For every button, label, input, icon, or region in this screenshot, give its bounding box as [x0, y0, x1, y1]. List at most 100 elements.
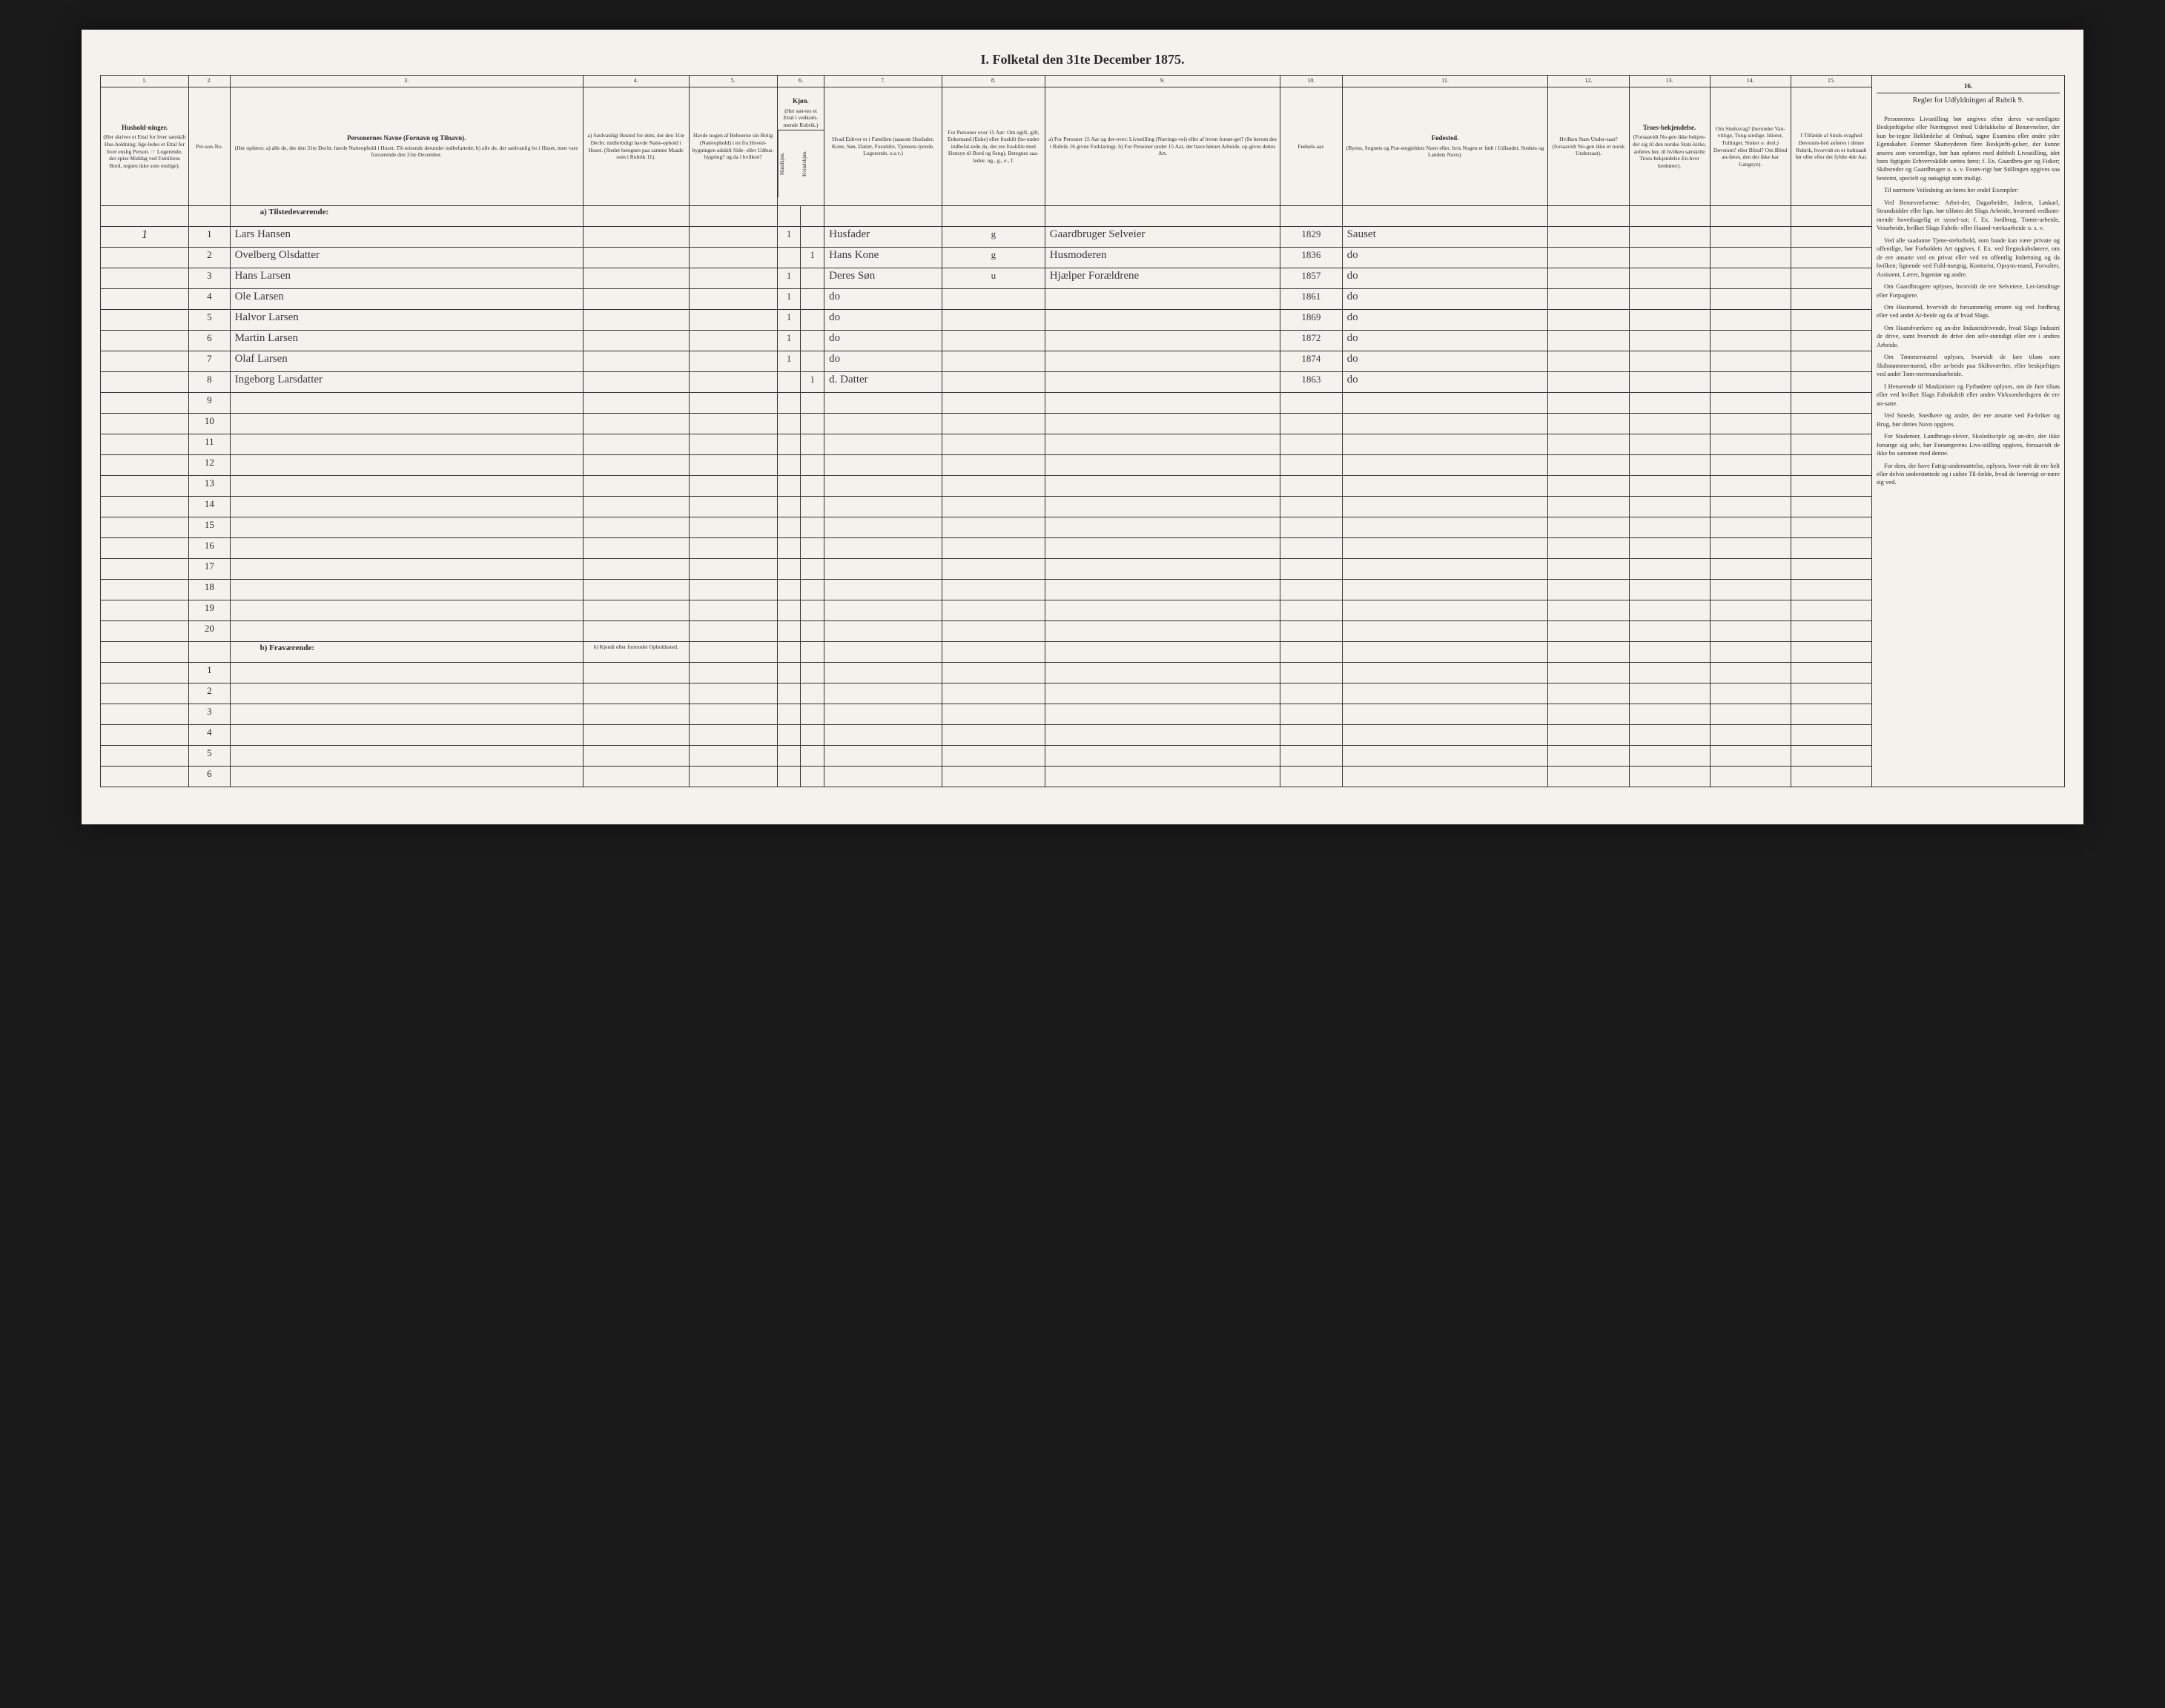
table-row-blank: 4	[101, 725, 1872, 746]
table-row-blank: 20	[101, 621, 1872, 642]
person-num: 6	[189, 767, 231, 787]
section-a-label: a) Tilstedeværende:	[230, 206, 583, 227]
cell-citizenship	[1548, 372, 1629, 393]
colnum-14: 14.	[1710, 76, 1791, 87]
cell-occupation	[1045, 351, 1280, 372]
colnum-16: 16.	[1877, 82, 2060, 93]
cell-sex-m: 1	[777, 289, 801, 310]
cell-occupation: Husmoderen	[1045, 248, 1280, 268]
notes-header: Regler for Udfyldningen af Rubrik 9.	[1877, 96, 2060, 110]
cell-birthplace: do	[1342, 351, 1548, 372]
notes-p9: I Henseende til Maskinister og Fyrbødere…	[1877, 383, 2060, 408]
header-6: Kjøn. (Her sæt-tes et Ettal i vedkom-men…	[777, 87, 824, 206]
header-8: For Personer over 15 Aar: Om ugift, gift…	[942, 87, 1045, 206]
header-2: Per-son-No.	[189, 87, 231, 206]
rows-a-blank: 91011121314151617181920	[101, 393, 1872, 642]
column-headers-row: Hushold-ninger. (Her skrives et Ettal fo…	[101, 87, 1872, 206]
notes-p7: Om Haandværkere og an-dre Industridriven…	[1877, 324, 2060, 349]
cell-disability-age	[1791, 372, 1871, 393]
cell-occupation	[1045, 331, 1280, 351]
table-row: 8Ingeborg Larsdatter1d. Datter1863do	[101, 372, 1872, 393]
cell-birthyear: 1869	[1280, 310, 1342, 331]
household-num	[101, 248, 189, 268]
cell-civil-status	[942, 331, 1045, 351]
table-row-blank: 17	[101, 559, 1872, 580]
person-num: 11	[189, 434, 231, 455]
person-num: 17	[189, 559, 231, 580]
person-num: 14	[189, 497, 231, 517]
table-row: 2Ovelberg Olsdatter1Hans KonegHusmoderen…	[101, 248, 1872, 268]
cell-disability-age	[1791, 331, 1871, 351]
cell-family-rel: d. Datter	[824, 372, 942, 393]
cell-citizenship	[1548, 227, 1629, 248]
cell-disability	[1710, 310, 1791, 331]
cell-sex-f	[801, 310, 824, 331]
cell-sex-m: 1	[777, 268, 801, 289]
cell-outbuilding	[689, 289, 777, 310]
table-row-blank: 14	[101, 497, 1872, 517]
cell-faith	[1629, 310, 1710, 331]
colnum-3: 3.	[230, 76, 583, 87]
person-name: Martin Larsen	[230, 331, 583, 351]
cell-birthyear: 1863	[1280, 372, 1342, 393]
person-num: 12	[189, 455, 231, 476]
table-row: 6Martin Larsen1do1872do	[101, 331, 1872, 351]
cell-sex-f: 1	[801, 372, 824, 393]
cell-birthplace: do	[1342, 310, 1548, 331]
notes-p1: Personernes Livsstilling bør angives eft…	[1877, 115, 2060, 183]
table-row: 3Hans Larsen1Deres SønuHjælper Forældren…	[101, 268, 1872, 289]
cell-civil-status: g	[942, 248, 1045, 268]
cell-citizenship	[1548, 331, 1629, 351]
colnum-5: 5.	[689, 76, 777, 87]
cell-sex-f	[801, 351, 824, 372]
cell-faith	[1629, 289, 1710, 310]
cell-residence	[583, 289, 689, 310]
person-name: Lars Hansen	[230, 227, 583, 248]
person-num: 20	[189, 621, 231, 642]
table-row-blank: 9	[101, 393, 1872, 414]
cell-sex-f: 1	[801, 248, 824, 268]
cell-family-rel: do	[824, 310, 942, 331]
cell-civil-status	[942, 351, 1045, 372]
cell-birthyear: 1829	[1280, 227, 1342, 248]
cell-outbuilding	[689, 351, 777, 372]
cell-outbuilding	[689, 331, 777, 351]
header-10: Fødsels-aar.	[1280, 87, 1342, 206]
household-num	[101, 310, 189, 331]
cell-outbuilding	[689, 372, 777, 393]
cell-sex-m	[777, 248, 801, 268]
person-num: 7	[189, 351, 231, 372]
person-num: 16	[189, 538, 231, 559]
cell-faith	[1629, 351, 1710, 372]
person-num: 4	[189, 725, 231, 746]
cell-family-rel: do	[824, 331, 942, 351]
cell-sex-f	[801, 268, 824, 289]
notes-p4: Ved alle saadanne Tjene-steforhold, som …	[1877, 236, 2060, 279]
household-num	[101, 331, 189, 351]
table-row-blank: 3	[101, 704, 1872, 725]
cell-outbuilding	[689, 248, 777, 268]
header-14: Om Sindssvag? (herunder Van-vittige, Tun…	[1710, 87, 1791, 206]
cell-outbuilding	[689, 310, 777, 331]
cell-disability	[1710, 268, 1791, 289]
colnum-8: 8.	[942, 76, 1045, 87]
cell-occupation: Gaardbruger Selveier	[1045, 227, 1280, 248]
notes-p12: For dem, der have Fattig-understøttelse,…	[1877, 462, 2060, 487]
cell-residence	[583, 351, 689, 372]
notes-p2: Til nærmere Veiledning an-føres her ende…	[1877, 186, 2060, 194]
cell-occupation: Hjælper Forældrene	[1045, 268, 1280, 289]
person-num: 10	[189, 414, 231, 434]
cell-faith	[1629, 268, 1710, 289]
header-5: Havde nogen af Beboerne sin Bolig (Natte…	[689, 87, 777, 206]
person-num: 6	[189, 331, 231, 351]
cell-faith	[1629, 248, 1710, 268]
header-3: Personernes Navne (Fornavn og Tilnavn). …	[230, 87, 583, 206]
notes-p5: Om Gaardbrugere oplyses, hvorvidt de ere…	[1877, 282, 2060, 299]
notes-p8: Om Tømmermænd oplyses, hvorvidt de fare …	[1877, 353, 2060, 378]
table-row-blank: 2	[101, 683, 1872, 704]
rows-a-body: 11Lars Hansen1HusfadergGaardbruger Selve…	[101, 227, 1872, 393]
cell-civil-status	[942, 289, 1045, 310]
person-name: Ingeborg Larsdatter	[230, 372, 583, 393]
header-6-male: Mandkjøn.	[778, 130, 801, 197]
cell-birthplace: do	[1342, 268, 1548, 289]
